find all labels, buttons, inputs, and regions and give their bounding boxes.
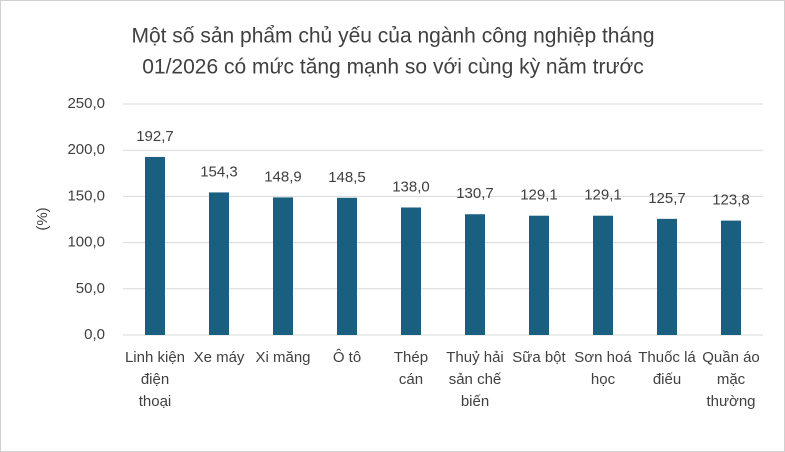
y-tick-label: 150,0 (67, 187, 105, 204)
bar (209, 192, 229, 335)
bar (529, 215, 549, 335)
bar (145, 156, 165, 335)
value-label: 129,1 (584, 187, 622, 204)
value-label: 129,1 (520, 187, 558, 204)
bar (401, 207, 421, 335)
value-label: 192,7 (136, 128, 174, 145)
x-tick-label: Xi măng (255, 349, 311, 366)
x-tick-label: Thuỷ hải sản chế biến (446, 349, 504, 410)
bar (273, 197, 293, 335)
x-tick-label: Thép cán (393, 349, 429, 388)
x-tick-label: Sơn hoá học (574, 349, 632, 388)
x-tick-label: Quần áo mặc thường (702, 349, 760, 410)
chart-title: 01/2026 có mức tăng mạnh so với cùng kỳ … (142, 56, 644, 79)
value-label: 130,7 (456, 185, 494, 202)
x-tick-label: Ô tô (332, 349, 362, 366)
value-label: 123,8 (712, 192, 750, 209)
y-tick-label: 250,0 (67, 95, 105, 112)
value-label: 148,5 (328, 169, 366, 186)
y-tick-label: 100,0 (67, 234, 105, 251)
value-label: 154,3 (200, 163, 238, 180)
y-axis-label: (%) (34, 207, 51, 230)
x-tick-label: Xe máy (193, 349, 245, 366)
bar (657, 218, 677, 335)
chart-title: Một số sản phẩm chủ yếu của ngành công n… (131, 25, 654, 48)
x-tick-label: Thuốc lá điếu (638, 349, 696, 388)
y-tick-label: 50,0 (76, 280, 105, 297)
bar (593, 215, 613, 335)
bar (337, 197, 357, 335)
value-label: 148,9 (264, 168, 302, 185)
value-label: 138,0 (392, 178, 430, 195)
bar (465, 214, 485, 335)
x-tick-label: Sữa bột (512, 349, 566, 366)
y-tick-label: 0,0 (84, 326, 105, 343)
y-tick-label: 200,0 (67, 141, 105, 158)
x-tick-label: Linh kiện điện thoại (124, 349, 186, 410)
bar (721, 220, 741, 335)
value-label: 125,7 (648, 190, 686, 207)
